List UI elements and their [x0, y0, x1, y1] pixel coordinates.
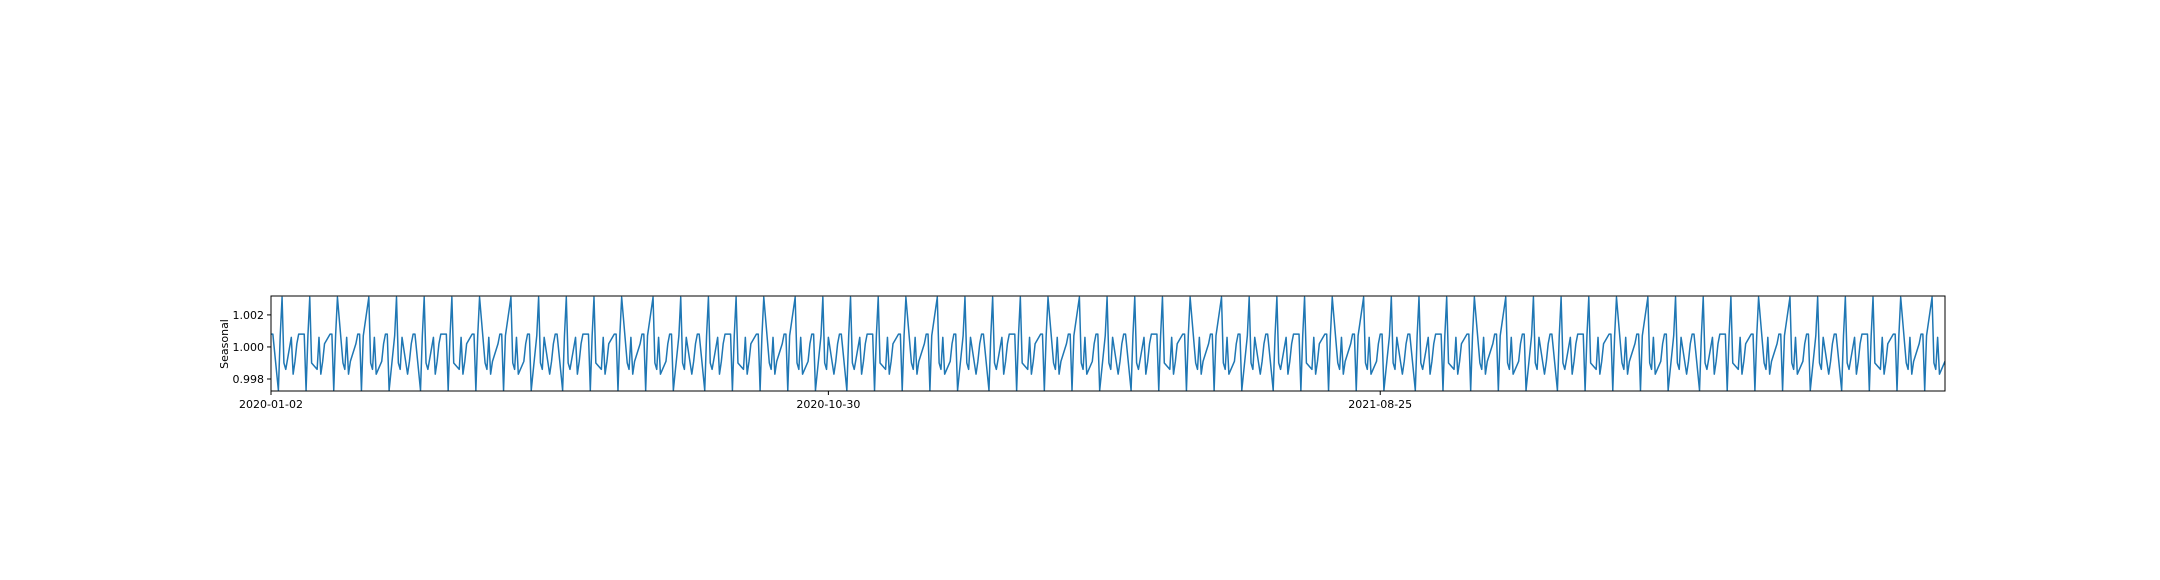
x-axis: 2020-01-02 2020-10-30 2021-08-25 [239, 391, 1412, 411]
plot-area [270, 295, 1946, 392]
x-tick-label: 2020-10-30 [796, 398, 860, 411]
x-tick-label: 2020-01-02 [239, 398, 303, 411]
y-tick-label: 1.002 [233, 309, 265, 322]
y-axis-label: Seasonal [218, 319, 231, 369]
plot-frame [270, 295, 1946, 392]
x-tick-label: 2021-08-25 [1348, 398, 1412, 411]
y-tick-label: 1.000 [233, 341, 265, 354]
y-axis: 0.998 1.000 1.002 [233, 309, 271, 386]
seasonal-series-line [271, 296, 1945, 391]
y-tick-label: 0.998 [233, 373, 265, 386]
